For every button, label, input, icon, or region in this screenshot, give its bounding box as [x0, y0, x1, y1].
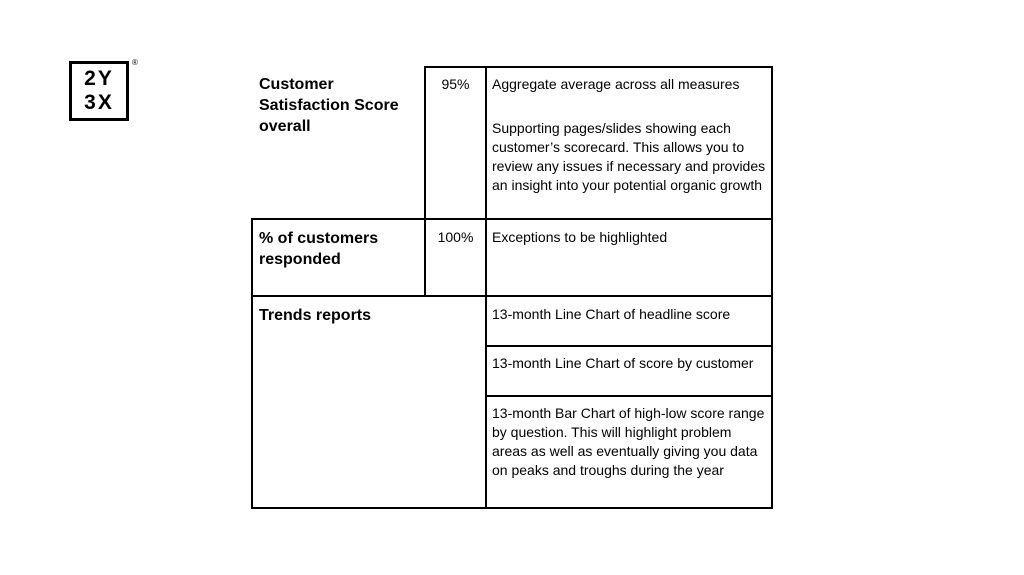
table-border: [424, 66, 426, 297]
row-desc-satisfaction-2: Supporting pages/slides showing each cus…: [492, 120, 766, 193]
row-desc-trends-3: 13-month Bar Chart of high-low score ran…: [492, 405, 765, 478]
logo-line-1: 2Y: [84, 67, 114, 90]
registered-mark: ®: [132, 58, 138, 67]
row-desc-trends-2: 13-month Line Chart of score by customer: [492, 355, 754, 371]
table-border: [251, 218, 253, 509]
table-border: [485, 66, 487, 509]
table-border: [771, 66, 773, 509]
table-border: [485, 345, 773, 347]
table-border: [251, 507, 773, 509]
row-desc-responded: Exceptions to be highlighted: [492, 229, 668, 245]
table-border: [424, 66, 773, 68]
logo-line-2: 3X: [84, 91, 114, 114]
row-desc-trends-1: 13-month Line Chart of headline score: [492, 306, 731, 322]
row-value-responded: 100%: [437, 229, 474, 245]
row-label-satisfaction: Customer Satisfaction Score overall: [259, 76, 399, 135]
row-value-satisfaction: 95%: [441, 76, 470, 92]
logo: 2Y 3X: [69, 61, 129, 121]
row-label-responded: % of customers responded: [259, 230, 379, 268]
table-border: [251, 295, 773, 297]
table-border: [485, 395, 773, 397]
row-desc-satisfaction-1: Aggregate average across all measures: [492, 76, 740, 92]
row-label-trends: Trends reports: [259, 307, 372, 324]
table-border: [251, 218, 773, 220]
